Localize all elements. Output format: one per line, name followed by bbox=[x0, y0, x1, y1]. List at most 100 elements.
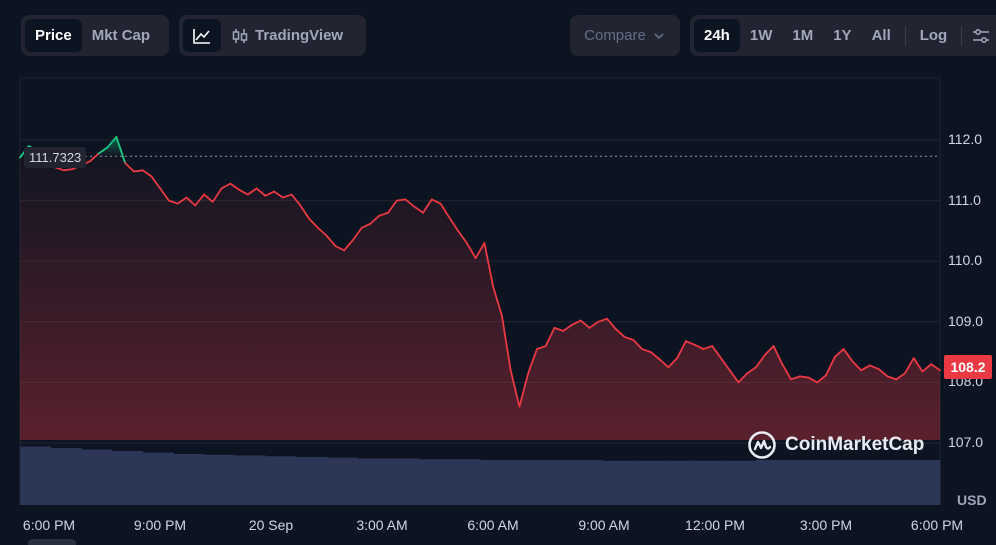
x-tick-label: 9:00 PM bbox=[133, 517, 187, 533]
price-line-segment bbox=[614, 328, 626, 338]
price-line-segment bbox=[544, 326, 556, 347]
price-line-segment bbox=[833, 348, 845, 358]
price-line-segment bbox=[483, 242, 495, 288]
price-line-segment bbox=[133, 169, 144, 173]
price-line-segment bbox=[115, 136, 127, 164]
price-mktcap-toggle: Price Mkt Cap bbox=[21, 15, 169, 56]
price-line-segment bbox=[667, 357, 679, 369]
volume-bar bbox=[112, 451, 144, 505]
volume-bar bbox=[480, 460, 512, 505]
price-line-segment bbox=[597, 317, 608, 323]
price-line-segment bbox=[369, 214, 381, 225]
price-line-segment bbox=[168, 199, 179, 205]
price-line-segment bbox=[229, 182, 240, 191]
range-1m[interactable]: 1M bbox=[792, 27, 814, 44]
y-tick-label: 109.0 bbox=[948, 312, 984, 329]
price-line-segment bbox=[352, 226, 363, 241]
range-all[interactable]: All bbox=[871, 27, 891, 44]
price-line-segment bbox=[755, 354, 766, 369]
currency-label: USD bbox=[957, 492, 987, 508]
reference-price-label: 111.7323 bbox=[24, 147, 87, 168]
volume-bar bbox=[265, 456, 297, 505]
price-line-segment bbox=[781, 363, 792, 381]
y-tick-label: 107.0 bbox=[948, 434, 984, 450]
price-line-segment bbox=[562, 323, 573, 332]
coinmarketcap-watermark: CoinMarketCap bbox=[747, 430, 924, 460]
price-line-segment bbox=[676, 340, 687, 360]
volume-bars bbox=[20, 446, 941, 505]
price-line-segment bbox=[474, 242, 486, 260]
price-line-segment bbox=[404, 198, 416, 208]
price-area bbox=[20, 136, 940, 440]
tradingview-button[interactable]: TradingView bbox=[221, 19, 353, 52]
mktcap-tab[interactable]: Mkt Cap bbox=[91, 27, 151, 44]
volume-bar bbox=[326, 457, 358, 505]
range-1y[interactable]: 1Y bbox=[833, 27, 852, 44]
price-line-segment bbox=[211, 187, 223, 203]
price-line-segment bbox=[579, 319, 591, 329]
sliders-icon bbox=[973, 28, 990, 43]
price-line-segment bbox=[860, 364, 871, 372]
price-line-segment bbox=[763, 345, 775, 357]
price-line-segment bbox=[378, 211, 389, 217]
x-tick-label: 9:00 AM bbox=[578, 517, 630, 533]
price-line-segment bbox=[904, 357, 915, 375]
price-line-segment bbox=[527, 348, 538, 375]
x-tick-label: 20 Sep bbox=[248, 517, 294, 533]
x-tick-label: 3:00 PM bbox=[799, 517, 853, 533]
chevron-down-icon bbox=[654, 32, 664, 39]
price-line-segment bbox=[649, 351, 661, 361]
volume-bar bbox=[572, 460, 604, 505]
log-toggle[interactable]: Log bbox=[919, 27, 948, 44]
price-line-segment bbox=[912, 357, 924, 373]
price-line-segment bbox=[395, 198, 407, 202]
price-line-segment bbox=[623, 336, 635, 341]
price-line-segment bbox=[448, 216, 459, 232]
price-line-segment bbox=[430, 198, 442, 205]
x-tick-label: 3:00 AM bbox=[356, 517, 408, 533]
volume-bar bbox=[848, 460, 880, 505]
volume-bar bbox=[909, 460, 941, 505]
price-line-segment bbox=[334, 245, 346, 252]
volume-bar bbox=[296, 457, 328, 505]
price-line-segment bbox=[746, 366, 757, 375]
price-line-segment bbox=[325, 234, 337, 247]
compare-dropdown[interactable]: Compare bbox=[570, 15, 680, 56]
price-line-segment bbox=[387, 199, 398, 214]
volume-bar bbox=[234, 455, 266, 505]
price-line-segment bbox=[658, 358, 670, 369]
price-line-segment bbox=[124, 162, 135, 173]
volume-bar bbox=[204, 454, 236, 505]
range-24h[interactable]: 24h bbox=[694, 19, 740, 52]
volume-bar bbox=[541, 460, 573, 505]
line-chart-button[interactable] bbox=[183, 19, 221, 52]
volume-bar bbox=[664, 460, 696, 505]
price-line-segment bbox=[255, 187, 267, 197]
price-line-segment bbox=[422, 198, 433, 214]
price-line-segment bbox=[930, 363, 941, 372]
range-1w[interactable]: 1W bbox=[749, 27, 773, 44]
volume-bar bbox=[81, 449, 113, 505]
price-line-segment bbox=[693, 343, 705, 350]
scroll-handle[interactable] bbox=[28, 539, 76, 545]
volume-bar bbox=[449, 459, 481, 505]
volume-bar bbox=[20, 446, 52, 505]
price-line-segment bbox=[281, 193, 293, 199]
volume-bar bbox=[50, 448, 82, 505]
price-line-segment bbox=[869, 364, 880, 370]
up-area-fill bbox=[20, 136, 940, 157]
price-line-segment bbox=[588, 320, 600, 329]
y-tick-label: 110.0 bbox=[948, 252, 982, 269]
volume-bar bbox=[510, 460, 542, 505]
time-range-selector: 24h 1W 1M 1Y All Log bbox=[690, 15, 996, 56]
price-line-segment bbox=[317, 226, 328, 237]
price-tab[interactable]: Price bbox=[25, 19, 82, 52]
price-line-segment bbox=[413, 205, 424, 214]
price-line-segment bbox=[685, 340, 696, 346]
chart-settings-button[interactable] bbox=[966, 19, 996, 52]
price-line-segment bbox=[851, 360, 863, 372]
price-line-segment bbox=[465, 242, 477, 260]
price-line-segment bbox=[457, 229, 468, 244]
price-line-segment bbox=[264, 190, 275, 197]
